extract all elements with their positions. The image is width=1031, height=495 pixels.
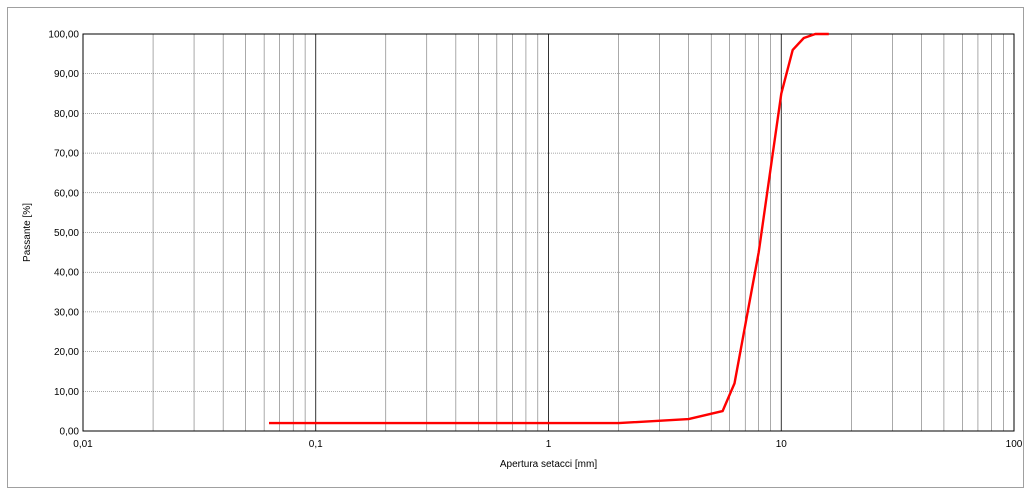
chart-frame: 0,01 0,1 1 10 100 0,00 10,00 20,00 30,00 40,00 50… xyxy=(7,7,1024,488)
x-tick-label: 0,01 xyxy=(73,439,93,450)
series-layer xyxy=(269,32,829,425)
y-tick-label: 50,00 xyxy=(54,228,79,239)
x-axis-title: Apertura setacci [mm] xyxy=(500,459,597,470)
y-tick-label: 40,00 xyxy=(54,268,79,279)
series-line xyxy=(269,32,829,425)
y-tick-label: 20,00 xyxy=(54,347,79,358)
y-tick-label: 10,00 xyxy=(54,387,79,398)
y-tick-label: 60,00 xyxy=(54,188,79,199)
y-tick-label: 100,00 xyxy=(48,30,79,41)
x-tick-label: 1 xyxy=(546,439,552,450)
y-axis-title: Passante [%] xyxy=(22,203,33,262)
x-tick-labels: 0,01 0,1 1 10 100 xyxy=(73,439,1023,450)
y-tick-label: 90,00 xyxy=(54,69,79,80)
y-tick-label: 0,00 xyxy=(60,427,80,438)
y-tick-label: 80,00 xyxy=(54,109,79,120)
y-tick-label: 70,00 xyxy=(54,149,79,160)
x-tick-label: 0,1 xyxy=(309,439,323,450)
plot-area-border xyxy=(82,33,1015,432)
y-tick-label: 30,00 xyxy=(54,307,79,318)
granulometric-chart: 0,01 0,1 1 10 100 0,00 10,00 20,00 30,00 40,00 50… xyxy=(22,30,1023,471)
y-tick-labels: 0,00 10,00 20,00 30,00 40,00 50,00 60,00 70,00 8… xyxy=(48,30,79,438)
x-tick-label: 100 xyxy=(1006,439,1023,450)
vertical-grid xyxy=(152,34,1004,431)
x-tick-label: 10 xyxy=(776,439,788,450)
